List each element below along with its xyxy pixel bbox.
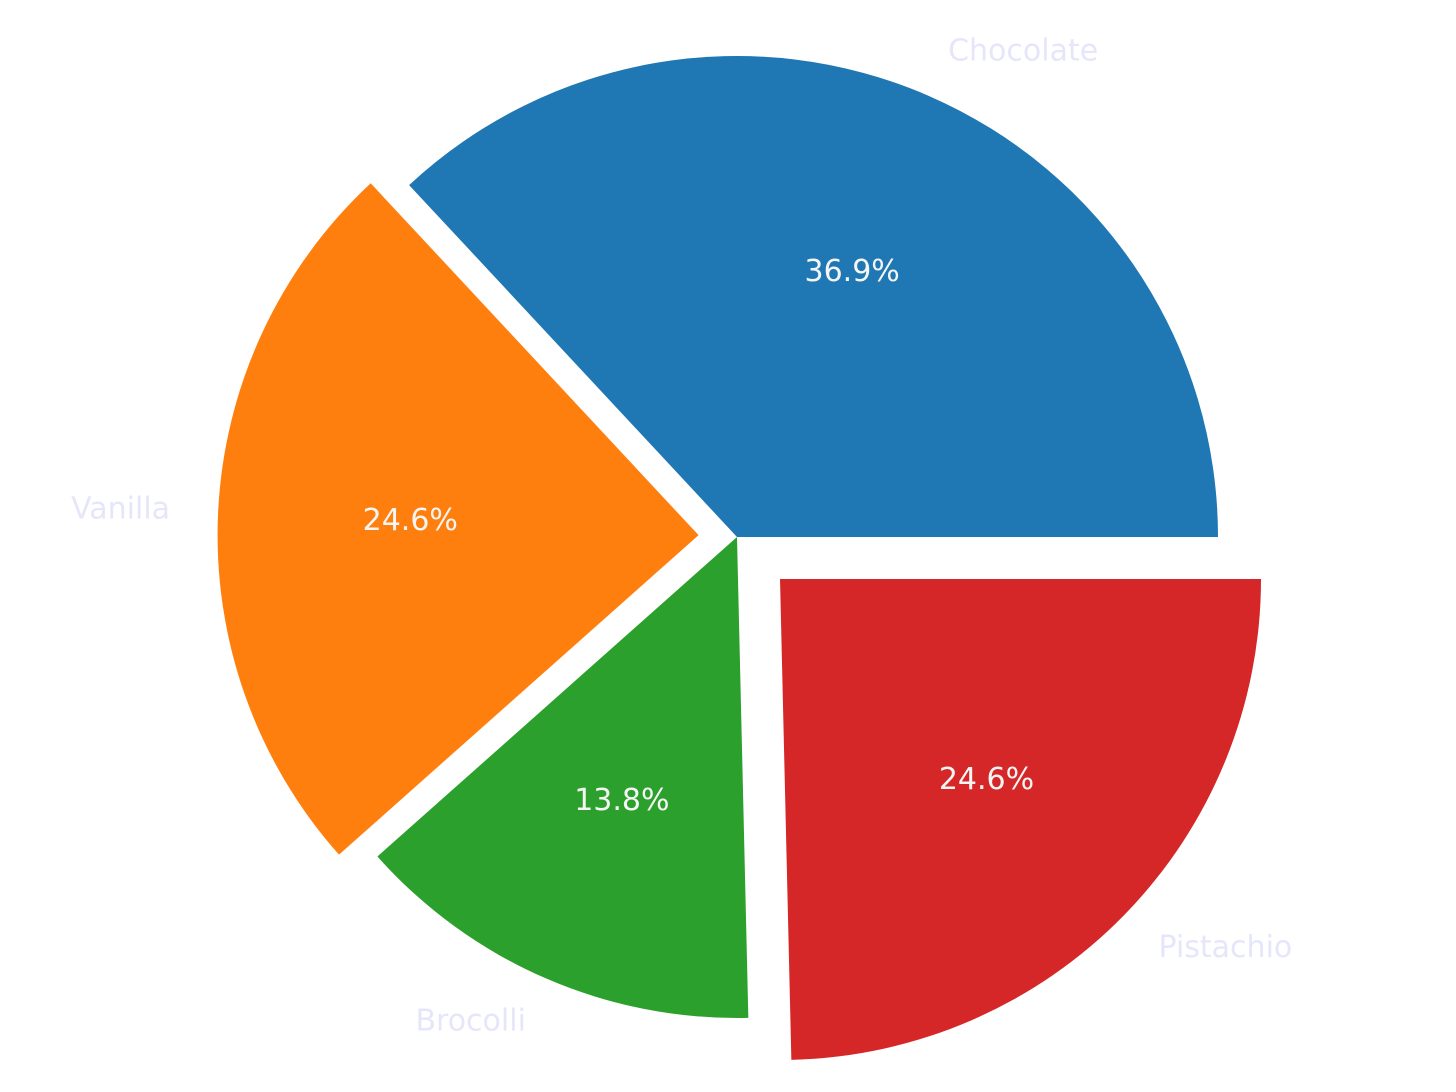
value-label: 13.8%	[574, 783, 669, 818]
slice-label: Brocolli	[415, 1004, 525, 1039]
pie-slice	[409, 55, 1218, 537]
value-label: 24.6%	[939, 762, 1034, 797]
slice-label: Pistachio	[1159, 930, 1293, 965]
slice-label: Chocolate	[948, 33, 1098, 68]
slice-label: Vanilla	[71, 492, 170, 527]
pie-slice	[377, 537, 749, 1018]
value-label: 36.9%	[804, 254, 899, 289]
pie-slice	[217, 183, 699, 855]
value-label: 24.6%	[363, 503, 458, 538]
pie-slice	[780, 579, 1262, 1060]
